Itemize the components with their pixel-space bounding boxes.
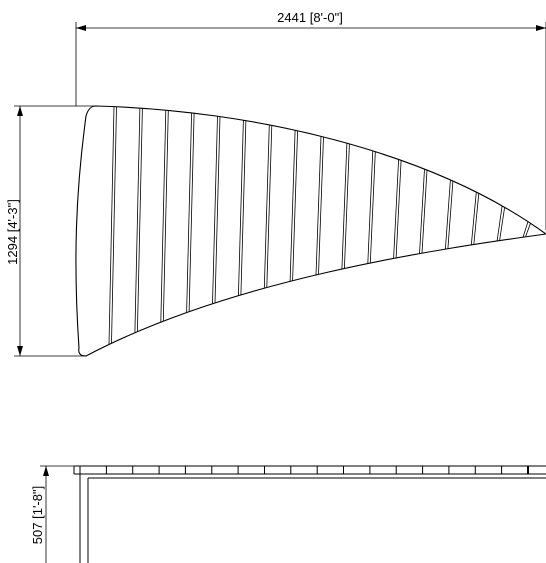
slat-line xyxy=(289,130,296,282)
width-dimension: 2441 [8'-0"] xyxy=(75,10,546,230)
slat-line xyxy=(496,205,503,242)
slat-line xyxy=(160,110,167,323)
side-height-arrow-top xyxy=(43,466,49,476)
slat-line xyxy=(238,120,244,296)
slat-line xyxy=(108,106,115,345)
slat-line xyxy=(473,193,480,245)
slat-line xyxy=(263,124,270,289)
slat-line xyxy=(134,108,141,333)
height-dimension-label: 1294 [4'-3"] xyxy=(5,199,20,265)
slat-line xyxy=(499,207,505,241)
slat-line xyxy=(318,136,324,275)
bench-outline xyxy=(75,105,546,357)
slat-line xyxy=(447,181,454,249)
width-dimension-label: 2441 [8'-0"] xyxy=(277,10,343,25)
slat-line xyxy=(266,125,273,288)
slat-line xyxy=(188,113,195,312)
slat-line xyxy=(395,160,402,258)
side-height-dimension-label: 507 [1'-8"] xyxy=(30,486,45,544)
width-arrow-right xyxy=(536,25,546,31)
slat-line xyxy=(111,106,117,344)
slat-line xyxy=(137,108,143,332)
slat-group xyxy=(108,106,531,345)
slat-line xyxy=(393,159,399,259)
slat-line xyxy=(522,221,529,238)
slat-line xyxy=(240,120,247,295)
slat-line xyxy=(344,143,350,269)
height-arrow-bottom xyxy=(17,346,23,356)
slat-line xyxy=(214,116,221,303)
slat-line xyxy=(162,110,169,322)
height-dimension: 1294 [4'-3"] xyxy=(5,105,96,357)
slat-line xyxy=(341,143,348,270)
slat-line xyxy=(419,169,425,254)
side-height-dimension: 507 [1'-8"] xyxy=(30,465,74,563)
slat-line xyxy=(470,192,477,245)
side-view: 507 [1'-8"] xyxy=(30,465,546,563)
plan-view: 2441 [8'-0"] 1294 [4'-3"] xyxy=(5,10,546,357)
slat-line xyxy=(369,151,376,264)
slat-line xyxy=(292,130,298,281)
slat-line xyxy=(186,112,192,313)
width-arrow-left xyxy=(76,25,86,31)
slat-line xyxy=(445,179,451,250)
slat-line xyxy=(315,136,322,276)
slat-line xyxy=(212,116,218,304)
slat-line xyxy=(367,150,374,264)
side-slat-ticks xyxy=(79,466,529,474)
slat-line xyxy=(421,170,428,254)
height-arrow-top xyxy=(17,106,23,116)
slat-line xyxy=(525,223,531,238)
